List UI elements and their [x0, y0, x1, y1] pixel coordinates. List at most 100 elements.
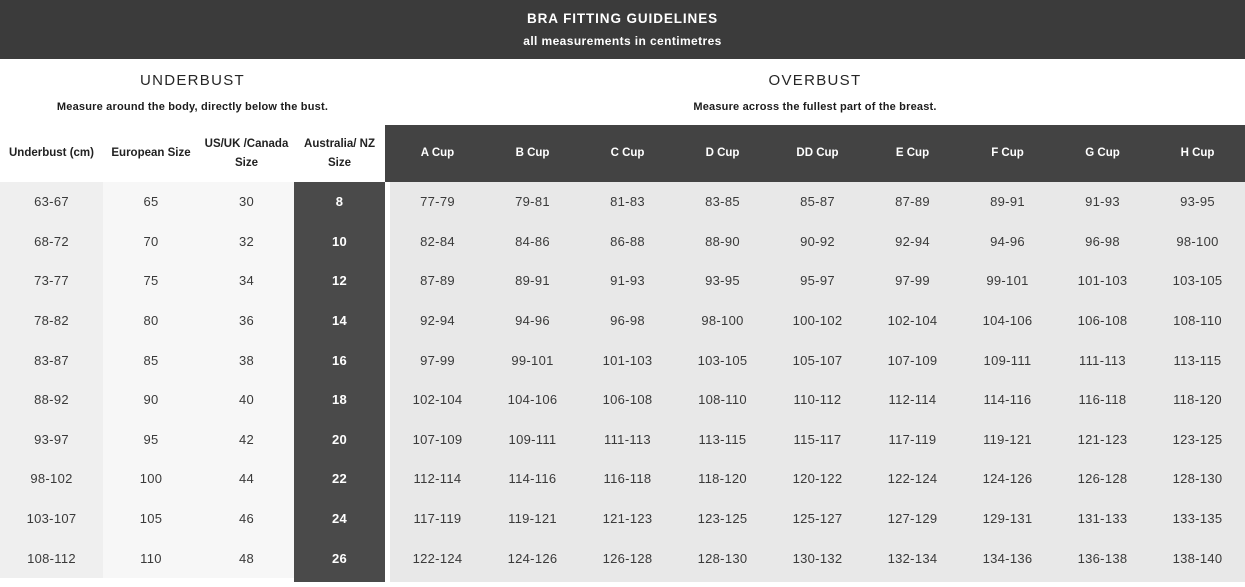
d-cup-range-cell: 83-85 [675, 182, 770, 222]
a-cup-range-cell: 97-99 [390, 340, 485, 380]
a-cup-range-cell: 82-84 [390, 221, 485, 262]
table-bottom-filler [0, 577, 1245, 582]
column-divider [385, 379, 390, 420]
e-cup-range-cell: 132-134 [865, 538, 960, 578]
c-cup-range-cell: 111-113 [580, 419, 675, 460]
col-header-underbust-cm: Underbust (cm) [9, 147, 94, 160]
e-cup-range-cell: 127-129 [865, 498, 960, 539]
underbust-cm-cell: 98-102 [0, 459, 103, 499]
us-uk-canada-size-cell: 42 [199, 419, 294, 460]
dd-cup-range-cell: 130-132 [770, 538, 865, 578]
col-header-c-cup: C Cup [610, 147, 645, 160]
d-cup-range-cell: 118-120 [675, 459, 770, 499]
b-cup-range-cell: 89-91 [485, 261, 580, 301]
d-cup-range-cell: 113-115 [675, 419, 770, 460]
us-uk-canada-size-cell: 46 [199, 498, 294, 539]
col-header-us-uk-canada-size: US/UK /Canada Size [204, 138, 289, 169]
c-cup-range-cell: 91-93 [580, 261, 675, 301]
column-divider [385, 182, 390, 222]
us-uk-canada-size-cell: 34 [199, 261, 294, 301]
underbust-cm-cell: 93-97 [0, 419, 103, 460]
section-underbust: UNDERBUST Measure around the body, direc… [0, 59, 385, 125]
australia-nz-size-cell: 14 [294, 300, 385, 341]
us-uk-canada-size-cell: 48 [199, 538, 294, 578]
e-cup-range-cell: 92-94 [865, 221, 960, 262]
h-cup-range-cell: 113-115 [1150, 340, 1245, 380]
d-cup-range-cell: 98-100 [675, 300, 770, 341]
european-size-cell: 75 [103, 261, 199, 301]
f-cup-range-cell: 134-136 [960, 538, 1055, 578]
european-size-cell: 105 [103, 498, 199, 539]
overbust-title: OVERBUST [768, 72, 862, 89]
e-cup-range-cell: 102-104 [865, 300, 960, 341]
f-cup-range-cell: 124-126 [960, 459, 1055, 499]
dd-cup-range-cell: 125-127 [770, 498, 865, 539]
a-cup-range-cell: 122-124 [390, 538, 485, 578]
h-cup-range-cell: 128-130 [1150, 459, 1245, 499]
title-banner: BRA FITTING GUIDELINES all measurements … [0, 0, 1245, 59]
col-header-dd-cup: DD Cup [796, 147, 839, 160]
d-cup-range-cell: 103-105 [675, 340, 770, 380]
australia-nz-size-cell: 20 [294, 419, 385, 460]
c-cup-range-cell: 96-98 [580, 300, 675, 341]
e-cup-range-cell: 97-99 [865, 261, 960, 301]
table-row: 63-67 65 30 8 77-79 79-81 81-83 83-85 85… [0, 182, 1245, 222]
european-size-cell: 110 [103, 538, 199, 578]
h-cup-range-cell: 118-120 [1150, 379, 1245, 420]
column-divider [385, 300, 390, 341]
european-size-cell: 90 [103, 379, 199, 420]
australia-nz-size-cell: 12 [294, 261, 385, 301]
f-cup-range-cell: 99-101 [960, 261, 1055, 301]
g-cup-range-cell: 126-128 [1055, 459, 1150, 499]
c-cup-range-cell: 106-108 [580, 379, 675, 420]
c-cup-range-cell: 121-123 [580, 498, 675, 539]
underbust-cm-cell: 78-82 [0, 300, 103, 341]
cup-header-row: A Cup B Cup C Cup D Cup DD Cup E Cup F C… [385, 125, 1245, 182]
h-cup-range-cell: 138-140 [1150, 538, 1245, 578]
australia-nz-size-cell: 8 [294, 182, 385, 222]
column-divider [385, 221, 390, 262]
underbust-cm-cell: 63-67 [0, 182, 103, 222]
h-cup-range-cell: 123-125 [1150, 419, 1245, 460]
h-cup-range-cell: 103-105 [1150, 261, 1245, 301]
australia-nz-size-cell: 26 [294, 538, 385, 578]
underbust-cm-cell: 83-87 [0, 340, 103, 380]
european-size-cell: 100 [103, 459, 199, 499]
b-cup-range-cell: 94-96 [485, 300, 580, 341]
table-row: 88-92 90 40 18 102-104 104-106 106-108 1… [0, 379, 1245, 420]
dd-cup-range-cell: 120-122 [770, 459, 865, 499]
g-cup-range-cell: 111-113 [1055, 340, 1150, 380]
b-cup-range-cell: 99-101 [485, 340, 580, 380]
european-size-cell: 80 [103, 300, 199, 341]
e-cup-range-cell: 112-114 [865, 379, 960, 420]
e-cup-range-cell: 107-109 [865, 340, 960, 380]
section-headings: UNDERBUST Measure around the body, direc… [0, 59, 1245, 125]
h-cup-range-cell: 108-110 [1150, 300, 1245, 341]
us-uk-canada-size-cell: 38 [199, 340, 294, 380]
g-cup-range-cell: 106-108 [1055, 300, 1150, 341]
table-row: 73-77 75 34 12 87-89 89-91 91-93 93-95 9… [0, 261, 1245, 301]
f-cup-range-cell: 104-106 [960, 300, 1055, 341]
b-cup-range-cell: 124-126 [485, 538, 580, 578]
a-cup-range-cell: 92-94 [390, 300, 485, 341]
underbust-cm-cell: 68-72 [0, 221, 103, 262]
f-cup-range-cell: 119-121 [960, 419, 1055, 460]
g-cup-range-cell: 91-93 [1055, 182, 1150, 222]
us-uk-canada-size-cell: 30 [199, 182, 294, 222]
filler-left [0, 577, 294, 582]
underbust-title: UNDERBUST [139, 72, 246, 89]
european-size-cell: 70 [103, 221, 199, 262]
d-cup-range-cell: 88-90 [675, 221, 770, 262]
col-header-h-cup: H Cup [1180, 147, 1215, 160]
us-uk-canada-size-cell: 36 [199, 300, 294, 341]
a-cup-range-cell: 87-89 [390, 261, 485, 301]
col-header-e-cup: E Cup [895, 147, 930, 160]
filler-dark-column [294, 577, 385, 582]
e-cup-range-cell: 117-119 [865, 419, 960, 460]
g-cup-range-cell: 96-98 [1055, 221, 1150, 262]
b-cup-range-cell: 84-86 [485, 221, 580, 262]
dd-cup-range-cell: 100-102 [770, 300, 865, 341]
underbust-description: Measure around the body, directly below … [56, 101, 329, 113]
page-title: BRA FITTING GUIDELINES [526, 11, 719, 26]
